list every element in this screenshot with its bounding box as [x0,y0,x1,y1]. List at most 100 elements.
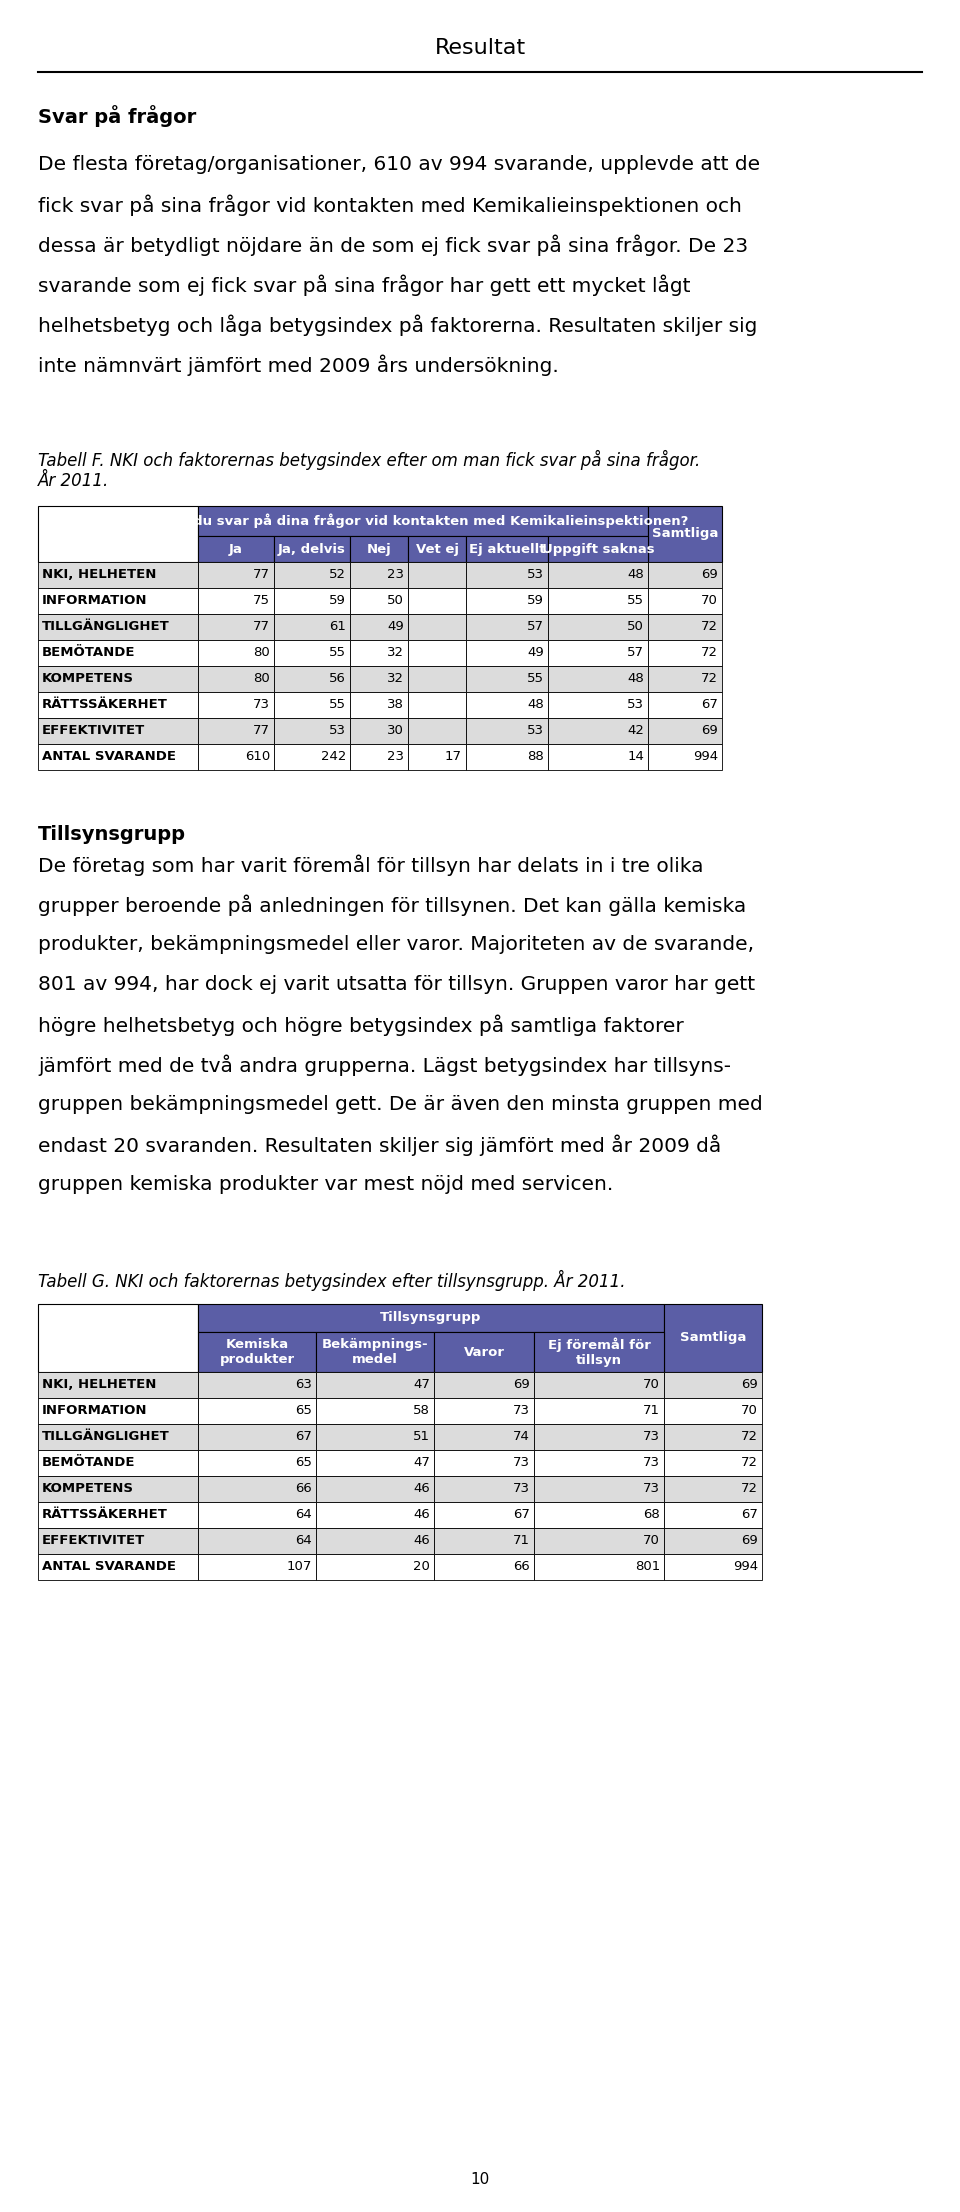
Bar [664,1398,762,1425]
Text: Bekämpnings-
medel: Bekämpnings- medel [322,1338,428,1367]
Text: Tabell F. NKI och faktorernas betygsindex efter om man fick svar på sina frågor.: Tabell F. NKI och faktorernas betygsinde… [38,449,700,471]
Bar [198,588,274,615]
Bar [534,1425,664,1451]
Text: 71: 71 [513,1535,530,1548]
Text: 72: 72 [741,1455,758,1469]
Bar [466,692,548,719]
Text: 49: 49 [387,622,404,633]
Text: Varor: Varor [464,1345,505,1358]
Bar [534,1371,664,1398]
Bar [534,1555,664,1579]
Bar [648,666,722,692]
Text: NKI, HELHETEN: NKI, HELHETEN [42,1378,156,1391]
Text: 57: 57 [527,622,544,633]
Text: 73: 73 [513,1482,530,1495]
Bar [198,639,274,666]
Bar [38,666,198,692]
Bar [316,1398,434,1425]
Bar [198,1305,664,1332]
Bar [648,639,722,666]
Bar [434,1425,534,1451]
Text: 52: 52 [329,568,346,582]
Bar [38,507,198,562]
Bar [434,1451,534,1475]
Bar [408,639,466,666]
Bar [198,692,274,719]
Bar [408,562,466,588]
Bar [38,1451,198,1475]
Text: 38: 38 [387,699,404,712]
Text: Uppgift saknas: Uppgift saknas [541,542,655,555]
Text: 801: 801 [635,1559,660,1573]
Text: BEMÖTANDE: BEMÖTANDE [42,1455,135,1469]
Text: TILLGÄNGLIGHET: TILLGÄNGLIGHET [42,622,170,633]
Text: 46: 46 [413,1509,430,1522]
Bar [408,588,466,615]
Bar [534,1451,664,1475]
Text: TILLGÄNGLIGHET: TILLGÄNGLIGHET [42,1431,170,1444]
Bar [38,743,198,770]
Bar [38,1528,198,1555]
Text: 88: 88 [527,750,544,763]
Text: grupper beroende på anledningen för tillsynen. Det kan gälla kemiska: grupper beroende på anledningen för till… [38,896,746,916]
Bar [274,639,350,666]
Bar [466,562,548,588]
Text: RÄTTSSÄKERHET: RÄTTSSÄKERHET [42,1509,168,1522]
Text: 72: 72 [701,646,718,659]
Text: BEMÖTANDE: BEMÖTANDE [42,646,135,659]
Bar [38,1371,198,1398]
Bar [534,1528,664,1555]
Text: 73: 73 [513,1405,530,1418]
Bar [38,1502,198,1528]
Text: 74: 74 [514,1431,530,1444]
Text: 69: 69 [701,726,718,737]
Text: 71: 71 [643,1405,660,1418]
Bar [648,692,722,719]
Bar [198,666,274,692]
Bar [350,743,408,770]
Bar [408,615,466,639]
Text: Samtliga: Samtliga [680,1332,746,1345]
Text: 61: 61 [329,622,346,633]
Bar [350,615,408,639]
Text: 73: 73 [643,1482,660,1495]
Text: Tillsynsgrupp: Tillsynsgrupp [380,1312,482,1325]
Text: 69: 69 [741,1378,758,1391]
Text: 48: 48 [627,672,644,686]
Bar [664,1528,762,1555]
Bar [434,1398,534,1425]
Bar [664,1475,762,1502]
Bar [316,1425,434,1451]
Bar [664,1371,762,1398]
Bar [466,666,548,692]
Text: fick svar på sina frågor vid kontakten med Kemikalieinspektionen och: fick svar på sina frågor vid kontakten m… [38,195,742,217]
Text: EFFEKTIVITET: EFFEKTIVITET [42,1535,145,1548]
Text: 68: 68 [643,1509,660,1522]
Bar [350,666,408,692]
Text: 55: 55 [329,646,346,659]
Text: 66: 66 [514,1559,530,1573]
Bar [434,1332,534,1371]
Bar [434,1528,534,1555]
Bar [38,588,198,615]
Text: 67: 67 [295,1431,312,1444]
Text: År 2011.: År 2011. [38,471,109,491]
Bar [274,535,350,562]
Text: 73: 73 [253,699,270,712]
Bar [316,1451,434,1475]
Text: 994: 994 [693,750,718,763]
Text: 46: 46 [413,1535,430,1548]
Bar [548,588,648,615]
Text: 14: 14 [627,750,644,763]
Text: Ja: Ja [229,542,243,555]
Text: Resultat: Resultat [435,38,525,58]
Bar [648,507,722,562]
Text: 610: 610 [245,750,270,763]
Text: 80: 80 [253,672,270,686]
Text: 55: 55 [527,672,544,686]
Text: Samtliga: Samtliga [652,526,718,540]
Text: 67: 67 [741,1509,758,1522]
Text: Kemiska
produkter: Kemiska produkter [220,1338,295,1367]
Text: Vet ej: Vet ej [416,542,459,555]
Text: 73: 73 [513,1455,530,1469]
